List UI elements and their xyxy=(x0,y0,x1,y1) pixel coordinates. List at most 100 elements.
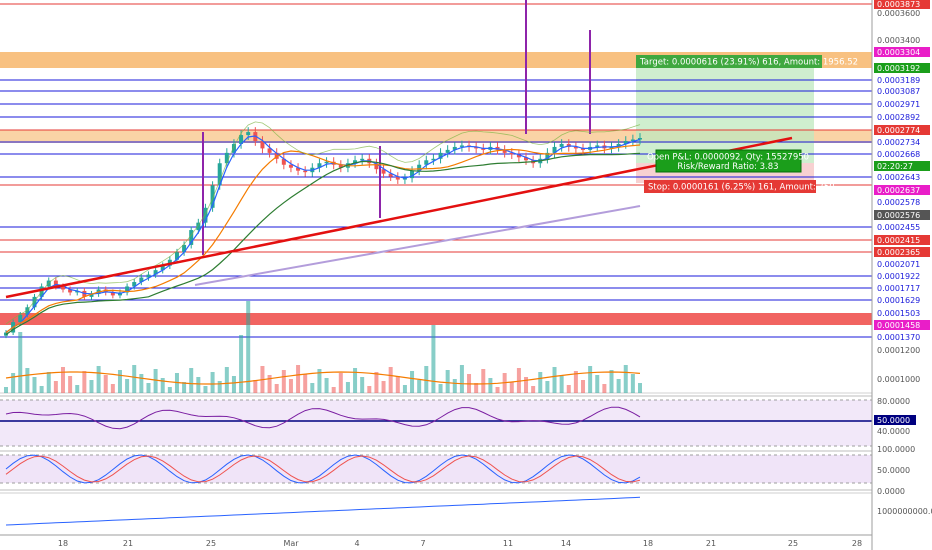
price-label[interactable]: 0.0002637 xyxy=(874,185,930,195)
price-label[interactable]: 0.0002892 xyxy=(877,113,920,122)
stoch-axis-label: 100.0000 xyxy=(877,445,915,454)
price-label[interactable]: 0.0001458 xyxy=(874,320,930,330)
price-label[interactable]: 0.0003087 xyxy=(877,87,920,96)
time-label[interactable]: Mar xyxy=(283,539,299,548)
price-label[interactable]: 0.0003600 xyxy=(877,9,920,18)
long-position-tool[interactable]: Target: 0.0000616 (23.91%) 616, Amount: … xyxy=(636,55,858,193)
price-label[interactable]: 0.0002071 xyxy=(877,260,920,269)
candle xyxy=(125,283,130,296)
volume-bar xyxy=(402,385,407,393)
price-label[interactable]: 0.0002734 xyxy=(877,138,920,147)
price-label[interactable]: 0.0001922 xyxy=(877,272,920,281)
volume-bar xyxy=(630,374,635,393)
candle-body xyxy=(189,230,194,245)
pnl-label[interactable]: Open P&L: 0.0000092, Qty: 15527950 Risk/… xyxy=(647,149,809,173)
price-label[interactable]: 0.0002365 xyxy=(874,247,930,257)
price-label[interactable]: 0.0002643 xyxy=(877,173,920,182)
candle xyxy=(146,271,151,281)
candle-body xyxy=(338,164,343,168)
time-label[interactable]: 4 xyxy=(354,539,359,548)
candle xyxy=(260,136,265,154)
price-label[interactable]: 0.0002455 xyxy=(877,223,920,232)
candle-body xyxy=(153,270,158,275)
time-label[interactable]: 11 xyxy=(503,539,513,548)
price-label-text: 0.0002774 xyxy=(877,126,920,135)
volume-bar xyxy=(146,383,151,393)
candle xyxy=(445,145,450,158)
price-label-bg xyxy=(874,63,930,73)
price-label[interactable]: 0.0003873 xyxy=(874,0,930,9)
price-label[interactable]: 0.0003304 xyxy=(874,47,930,57)
time-label[interactable]: 25 xyxy=(788,539,798,548)
candle-body xyxy=(381,169,386,174)
pnl-label-bg xyxy=(655,149,802,173)
time-label[interactable]: 21 xyxy=(706,539,716,548)
price-label[interactable]: 0.0002576 xyxy=(874,210,930,220)
price-label[interactable]: 0.0002774 xyxy=(874,125,930,135)
obv-line xyxy=(5,496,641,526)
price-label-text: 0.0002643 xyxy=(877,173,920,182)
price-label-bg xyxy=(874,185,930,195)
rsi-axis-label: 80.0000 xyxy=(877,397,910,406)
volume-bar xyxy=(374,372,379,393)
volume-bar xyxy=(509,382,514,393)
volume-bar xyxy=(253,380,258,393)
price-label-bg xyxy=(874,210,930,220)
price-label[interactable]: 0.0003192 xyxy=(874,63,930,73)
candle-body xyxy=(481,148,486,150)
price-label[interactable]: 0.0002971 xyxy=(877,100,920,109)
price-label[interactable]: 02:20:27 xyxy=(874,161,930,171)
target-label[interactable]: Target: 0.0000616 (23.91%) 616, Amount: … xyxy=(636,55,858,68)
volume-bar xyxy=(224,367,229,393)
candle-body xyxy=(296,167,301,171)
price-label-text: 0.0001503 xyxy=(877,309,920,318)
rsi-axis-text: 50.0000 xyxy=(877,416,910,425)
volume-bar xyxy=(360,377,365,393)
time-label[interactable]: 21 xyxy=(123,539,133,548)
candle xyxy=(224,148,229,168)
price-label-bg xyxy=(874,47,930,57)
stop-label[interactable]: Stop: 0.0000161 (6.25%) 161, Amount: 750 xyxy=(644,180,835,193)
time-label[interactable]: 18 xyxy=(58,539,68,548)
time-label[interactable]: 28 xyxy=(852,539,862,548)
time-label[interactable]: 18 xyxy=(643,539,653,548)
rsi-axis-label: 50.0000 xyxy=(874,415,916,425)
price-label[interactable]: 0.0002415 xyxy=(874,235,930,245)
time-axis[interactable]: 18 21 25 Mar 4 7 11 14 18 21 25 28 xyxy=(0,534,872,548)
candle-body xyxy=(203,207,208,223)
price-label-text: 0.0002637 xyxy=(877,186,920,195)
price-label[interactable]: 0.0001717 xyxy=(877,284,920,293)
candle xyxy=(559,139,564,152)
candle-body xyxy=(303,170,308,173)
candle-body xyxy=(239,135,244,144)
candle-body xyxy=(509,152,514,155)
price-label[interactable]: 0.0001370 xyxy=(877,333,920,342)
candle-body xyxy=(281,158,286,165)
time-label[interactable]: 7 xyxy=(420,539,425,548)
candle xyxy=(459,140,464,152)
price-label[interactable]: 0.0001629 xyxy=(877,296,920,305)
price-label[interactable]: 0.0003189 xyxy=(877,76,920,85)
price-label[interactable]: 0.0002668 xyxy=(877,150,920,159)
candle-body xyxy=(46,280,51,287)
volume-bar xyxy=(516,368,521,393)
volume-bar xyxy=(18,332,23,393)
price-pane[interactable] xyxy=(0,0,872,536)
volume-bar xyxy=(424,366,429,393)
pnl-line1: Open P&L: 0.0000092, Qty: 15527950 xyxy=(647,153,809,163)
price-label[interactable]: 0.0001200 xyxy=(877,346,920,355)
stoch-pane xyxy=(0,454,872,484)
price-label[interactable]: 0.0001503 xyxy=(877,309,920,318)
price-label[interactable]: 0.0001000 xyxy=(877,375,920,384)
volume-bar xyxy=(638,383,642,393)
candle-body xyxy=(53,280,58,287)
time-label[interactable]: 25 xyxy=(206,539,216,548)
price-label[interactable]: 0.0002578 xyxy=(877,198,920,207)
candle xyxy=(324,157,329,168)
volume-bar xyxy=(459,365,464,393)
price-label[interactable]: 0.0003400 xyxy=(877,36,920,45)
volume-bar xyxy=(246,301,251,393)
time-label[interactable]: 14 xyxy=(561,539,571,548)
